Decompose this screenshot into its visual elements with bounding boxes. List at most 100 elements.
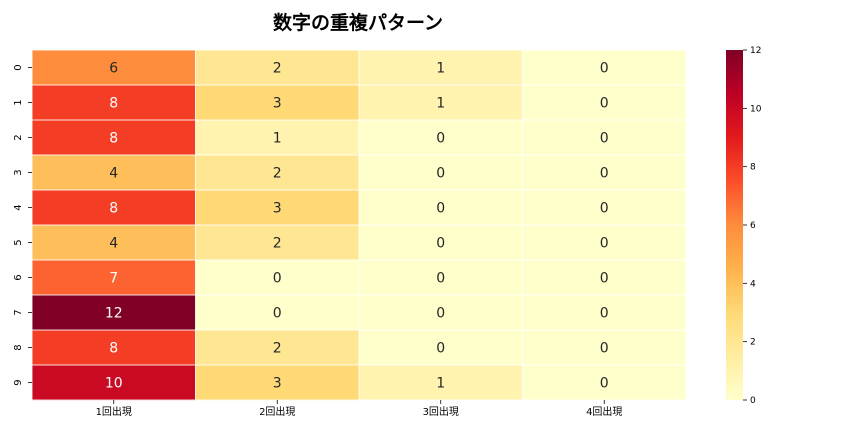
cell-value-label: 0 — [436, 201, 445, 217]
cell-value-label: 7 — [109, 271, 118, 287]
heatmap-cells — [32, 50, 687, 401]
cell-value-label: 0 — [436, 341, 445, 357]
heatmap-cell — [522, 330, 687, 366]
cell-value-label: 0 — [436, 306, 445, 322]
heatmap-cell — [195, 155, 360, 191]
cell-value-label: 3 — [273, 201, 282, 217]
cell-value-label: 0 — [600, 376, 609, 392]
cell-value-label: 0 — [600, 201, 609, 217]
colorbar-gradient — [726, 50, 743, 400]
cell-value-label: 4 — [109, 166, 118, 182]
heatmap-cell — [195, 85, 360, 121]
heatmap-cell — [195, 295, 360, 331]
heatmap-cell — [195, 260, 360, 296]
heatmap-cell — [32, 225, 196, 261]
heatmap-cell — [195, 50, 360, 86]
cell-value-label: 0 — [600, 61, 609, 77]
heatmap-cell — [522, 190, 687, 226]
heatmap-cell — [359, 365, 523, 401]
cell-value-label: 2 — [273, 236, 282, 252]
heatmap-cell — [522, 225, 687, 261]
chart-title: 数字の重複パターン — [273, 11, 443, 34]
heatmap-cell — [32, 260, 196, 296]
cell-value-label: 0 — [600, 341, 609, 357]
cell-value-label: 0 — [600, 306, 609, 322]
heatmap-cell — [32, 330, 196, 366]
heatmap-cell — [359, 295, 523, 331]
colorbar-tick-label: 8 — [750, 163, 756, 173]
x-tick-label: 2回出現 — [259, 405, 295, 418]
cell-value-label: 0 — [600, 96, 609, 112]
y-tick-label: 5 — [13, 239, 24, 245]
heatmap-cell — [522, 85, 687, 121]
cell-value-label: 4 — [109, 236, 118, 252]
heatmap-cell — [359, 260, 523, 296]
heatmap-cell — [359, 330, 523, 366]
cell-value-label: 1 — [273, 131, 282, 147]
cell-labels: 6 2 1 08 3 1 08 1 0 04 2 0 08 3 0 04 2 0 07 0 0 012 0 0 08 2 0 010 3… — [105, 61, 609, 392]
cell-value-label: 0 — [273, 306, 282, 322]
cell-value-label: 8 — [109, 201, 118, 217]
heatmap-cell — [195, 120, 360, 156]
y-tick-label: 9 — [13, 379, 24, 385]
heatmap-cell — [195, 365, 360, 401]
cell-value-label: 0 — [436, 166, 445, 182]
y-tick-label: 4 — [13, 204, 24, 210]
heatmap-cell — [359, 50, 523, 86]
grid-lines — [31, 49, 687, 401]
x-tick-label: 4回出現 — [586, 405, 622, 418]
y-tick-label: 6 — [13, 274, 24, 280]
cell-value-label: 1 — [436, 376, 445, 392]
cell-value-label: 0 — [436, 271, 445, 287]
colorbar-tick-label: 12 — [750, 46, 761, 56]
cell-value-label: 10 — [105, 376, 123, 392]
heatmap-cell — [32, 155, 196, 191]
heatmap-cell — [32, 365, 196, 401]
cell-value-label: 0 — [436, 131, 445, 147]
heatmap-cell — [195, 330, 360, 366]
heatmap-cell — [522, 120, 687, 156]
heatmap-cell — [522, 365, 687, 401]
cell-value-label: 6 — [109, 61, 118, 77]
heatmap-cell — [32, 120, 196, 156]
y-tick-label: 3 — [13, 169, 24, 175]
x-tick-label: 1回出現 — [96, 405, 132, 418]
cell-value-label: 3 — [273, 376, 282, 392]
heatmap-cell — [32, 50, 196, 86]
heatmap-cell — [32, 190, 196, 226]
heatmap-cell — [359, 85, 523, 121]
cell-value-label: 2 — [273, 61, 282, 77]
cell-value-label: 12 — [105, 306, 123, 322]
y-tick-label: 1 — [13, 99, 24, 105]
heatmap-cell — [359, 155, 523, 191]
cell-value-label: 0 — [600, 236, 609, 252]
colorbar-tick-label: 4 — [750, 279, 756, 289]
colorbar-tick-label: 0 — [750, 396, 756, 406]
colorbar-tick-label: 2 — [750, 338, 756, 348]
cell-value-label: 0 — [436, 236, 445, 252]
heatmap-cell — [32, 85, 196, 121]
cell-value-label: 1 — [436, 96, 445, 112]
cell-value-label: 0 — [600, 131, 609, 147]
heatmap-cell — [195, 190, 360, 226]
cell-value-label: 1 — [436, 61, 445, 77]
cell-value-label: 0 — [600, 271, 609, 287]
x-axis: 1回出現 2回出現 3回出現 4回出現 — [96, 400, 622, 418]
heatmap-cell — [359, 225, 523, 261]
cell-value-label: 3 — [273, 96, 282, 112]
cell-value-label: 8 — [109, 341, 118, 357]
y-axis: 0 1 2 3 4 5 6 7 8 9 — [13, 64, 32, 386]
y-tick-label: 8 — [13, 344, 24, 350]
heatmap-cell — [195, 225, 360, 261]
cell-value-label: 2 — [273, 341, 282, 357]
cell-value-label: 2 — [273, 166, 282, 182]
heatmap-cell — [359, 190, 523, 226]
heatmap-cell — [522, 295, 687, 331]
heatmap-cell — [32, 295, 196, 331]
colorbar: 0 2 4 6 8 10 12 — [726, 46, 762, 406]
cell-value-label: 8 — [109, 96, 118, 112]
y-tick-label: 2 — [13, 134, 24, 140]
cell-value-label: 0 — [600, 166, 609, 182]
y-tick-label: 0 — [13, 64, 24, 70]
